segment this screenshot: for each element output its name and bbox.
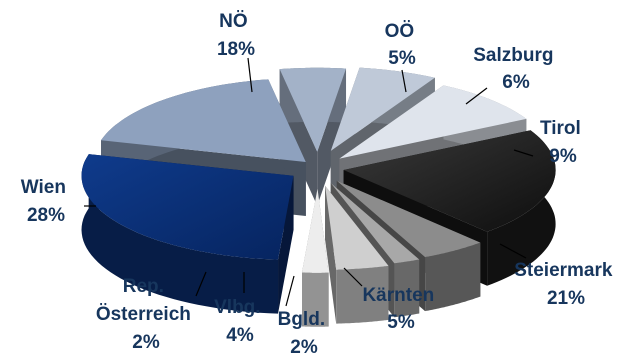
slice-top: [302, 188, 329, 273]
leader-line: [285, 275, 295, 307]
slice-label-rep-oesterreich: Rep. Österreich 2%: [96, 276, 196, 353]
slice-top: [325, 185, 389, 270]
leader-line: [195, 271, 207, 297]
slice-rep-österreich: [301, 188, 329, 327]
slice-label-noe: NÖ 18%: [217, 11, 255, 60]
slice-label-steiermark: Steiermark 21%: [514, 260, 618, 309]
rep-label-line1: Rep.: [123, 276, 164, 297]
slice-cut-face: [325, 185, 337, 324]
slice-top: [330, 67, 435, 151]
rep-label-line2: Österreich: [96, 304, 191, 325]
leader-line: [513, 149, 534, 157]
slice-vlbg: [325, 185, 389, 324]
slice-label-kaernten: Kärnten 5%: [362, 285, 439, 333]
slice-side: [336, 265, 389, 324]
slice-label-tirol: Tirol 9%: [540, 118, 586, 167]
slice-top: [81, 154, 294, 260]
slice-top: [279, 67, 346, 152]
leader-line: [499, 243, 527, 259]
pie-slices: [81, 67, 556, 327]
leader-line: [343, 267, 363, 287]
slice-side: [425, 242, 481, 312]
slice-oö: [279, 67, 347, 206]
slice-top: [336, 180, 481, 258]
slice-wien: [81, 154, 294, 314]
slice-top: [343, 130, 556, 232]
slice-label-ooe: OÖ 5%: [385, 21, 420, 69]
slice-label-vlbg: Vlbg. 4%: [214, 297, 266, 346]
leader-lines: [84, 57, 534, 307]
leader-line: [465, 87, 488, 105]
slice-top: [330, 183, 420, 264]
slice-top: [339, 85, 527, 159]
leader-line: [401, 69, 407, 93]
slice-side: [394, 259, 420, 318]
leader-line: [247, 57, 253, 93]
slice-side: [81, 154, 278, 314]
slice-labels: NÖ 18% OÖ 5% Salzburg 6% Tirol 9% Steier…: [21, 11, 618, 358]
slice-label-bgld: Bgld. 2%: [278, 309, 331, 358]
slice-label-wien: Wien 28%: [21, 177, 72, 226]
slice-top: [101, 79, 306, 162]
slice-label-salzburg: Salzburg 6%: [473, 45, 559, 93]
slice-side: [302, 272, 329, 327]
